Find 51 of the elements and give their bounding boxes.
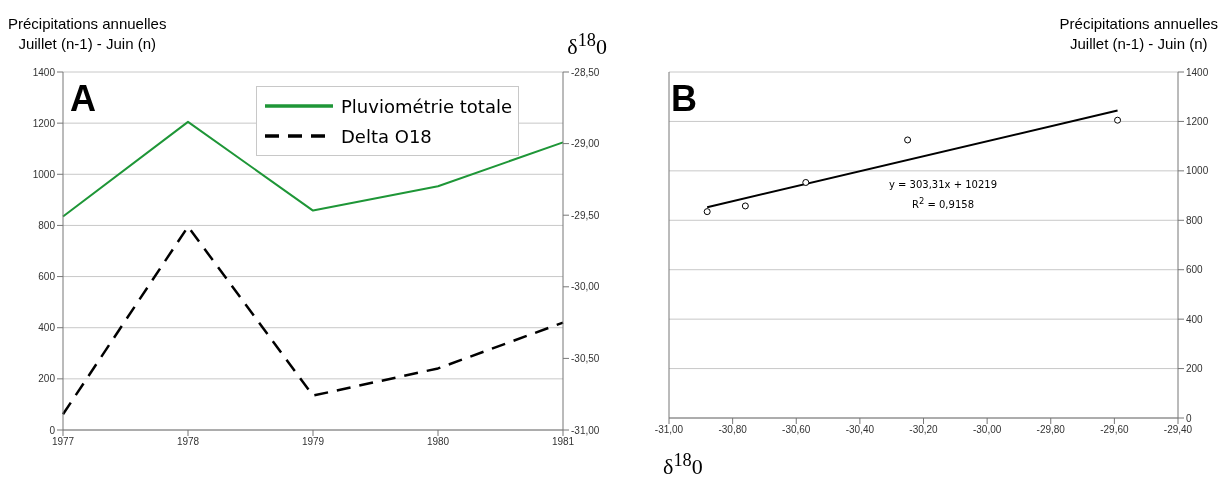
y-tick-label: 1200 (32, 117, 56, 129)
point (904, 136, 912, 144)
y2-tick-label: 800 (1186, 214, 1204, 226)
point (802, 178, 810, 186)
y-tick-label: 200 (38, 373, 56, 385)
point (703, 208, 711, 216)
y2-tick-label: -30,00 (571, 281, 600, 293)
y-tick-label: 400 (38, 322, 56, 334)
chart-title: B (671, 78, 697, 120)
y2-tick-label: -28,50 (571, 66, 600, 78)
x-tick-label: -30,80 (718, 424, 748, 436)
y2-tick-label: -30,50 (571, 352, 600, 364)
x-tick-label: 1981 (551, 436, 575, 448)
x-tick-label: -29,60 (1100, 424, 1129, 436)
y2-tick-label: 1000 (1186, 165, 1209, 177)
line-series (62, 120, 564, 218)
y2-axis-title: δ$^{18}$0 (567, 30, 607, 61)
y-tick-label: 600 (38, 271, 56, 283)
x-tick-label: 1977 (51, 436, 75, 448)
y2-tick-label: -29,00 (571, 138, 600, 150)
x-tick-label: -30,40 (845, 424, 875, 436)
x-tick-label: -29,80 (1036, 424, 1066, 436)
y2-tick-label: 1400 (1186, 66, 1209, 78)
x-tick-label: -30,00 (972, 424, 1002, 436)
y-tick-label: 1400 (32, 66, 56, 78)
y2-tick-label: 0 (1186, 412, 1192, 424)
legend-label: Delta O18 (341, 125, 432, 147)
x-tick-label: -30,60 (782, 424, 811, 436)
x-tick-label: -30,20 (909, 424, 939, 436)
y2-tick-label: 1200 (1186, 115, 1209, 127)
y2-tick-label: -29,50 (571, 209, 600, 221)
annotation: y = 303,31x + 10219 (887, 178, 999, 192)
point (1114, 116, 1122, 124)
annotation: R$^{2}$ = 0,9158 (911, 195, 975, 213)
x-axis-title: δ$^{18}$0 (663, 449, 703, 479)
y2-tick-label: 200 (1186, 363, 1204, 375)
legend-label: Pluviométrie totale (341, 95, 513, 117)
y-tick-label: 800 (38, 219, 56, 231)
x-tick-label: 1979 (301, 436, 325, 448)
y2-tick-label: 600 (1186, 264, 1204, 276)
x-tick-label: -29,40 (1163, 424, 1193, 436)
y-tick-label: 0 (49, 424, 56, 436)
point (741, 202, 749, 210)
y-tick-label: 1000 (32, 168, 56, 180)
y2-tick-label: 400 (1186, 313, 1204, 325)
y-axis-title: Précipitations annuelles Juillet (n-1) - Juin (n) (8, 14, 167, 54)
chart-title: A (70, 78, 96, 120)
y2-axis-title: Précipitations annuelles Juillet (n-1) - Juin (n) (1059, 14, 1218, 54)
x-tick-label: -31,00 (654, 424, 684, 436)
x-tick-label: 1980 (426, 436, 450, 448)
x-tick-label: 1978 (176, 436, 200, 448)
